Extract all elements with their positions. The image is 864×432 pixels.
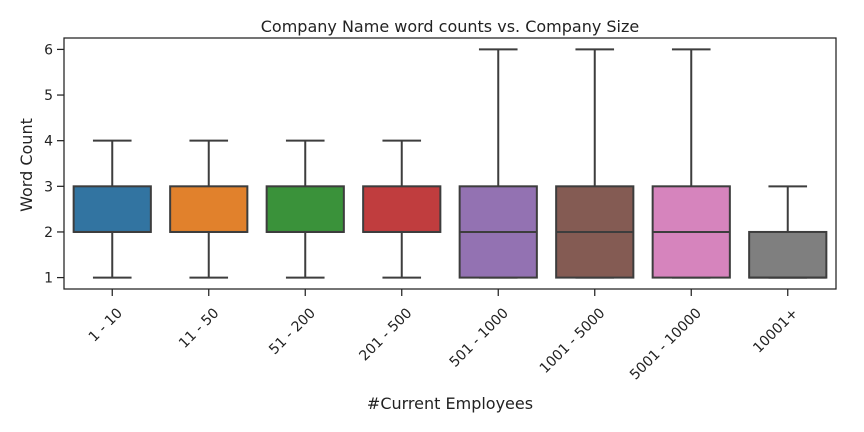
iqr-box: [169, 185, 249, 233]
y-tick-label: 6: [44, 42, 53, 58]
x-tick-label: 501 - 1000: [447, 305, 512, 370]
x-tick-label: 1001 - 5000: [537, 305, 609, 377]
x-axis-label: #Current Employees: [367, 394, 533, 413]
y-axis-label: Word Count: [17, 118, 36, 212]
x-tick-label: 11 - 50: [176, 305, 222, 351]
box-7: [651, 48, 731, 279]
y-tick-label: 2: [44, 225, 53, 241]
iqr-box: [748, 230, 828, 279]
iqr-box: [265, 185, 345, 233]
box-2: [169, 139, 249, 279]
iqr-box: [72, 185, 152, 233]
box-6: [555, 48, 635, 279]
y-tick-label: 1: [44, 271, 53, 287]
iqr-box: [362, 185, 442, 233]
box-8: [748, 185, 828, 279]
y-tick-label: 3: [44, 179, 53, 195]
box-4: [362, 139, 442, 279]
box-5: [458, 48, 538, 279]
x-tick-label: 201 - 500: [356, 305, 415, 364]
x-axis: 1 - 10 11 - 50 51 - 200 201 - 500 501 - 1000…: [86, 289, 801, 383]
axes-frame: [63, 37, 837, 290]
x-tick-label: 1 - 10: [86, 305, 126, 345]
box-1: [72, 139, 152, 279]
y-tick-label: 4: [44, 134, 53, 150]
chart-title: Company Name word counts vs. Company Siz…: [261, 17, 640, 36]
y-axis: 1 2 3 4 5 6: [44, 42, 64, 287]
x-tick-label: 10001+: [750, 305, 801, 356]
box-3: [265, 139, 345, 279]
y-tick-label: 5: [44, 88, 53, 104]
x-tick-label: 51 - 200: [266, 305, 319, 358]
x-tick-label: 5001 - 10000: [627, 305, 705, 383]
plot-area: [72, 48, 828, 279]
